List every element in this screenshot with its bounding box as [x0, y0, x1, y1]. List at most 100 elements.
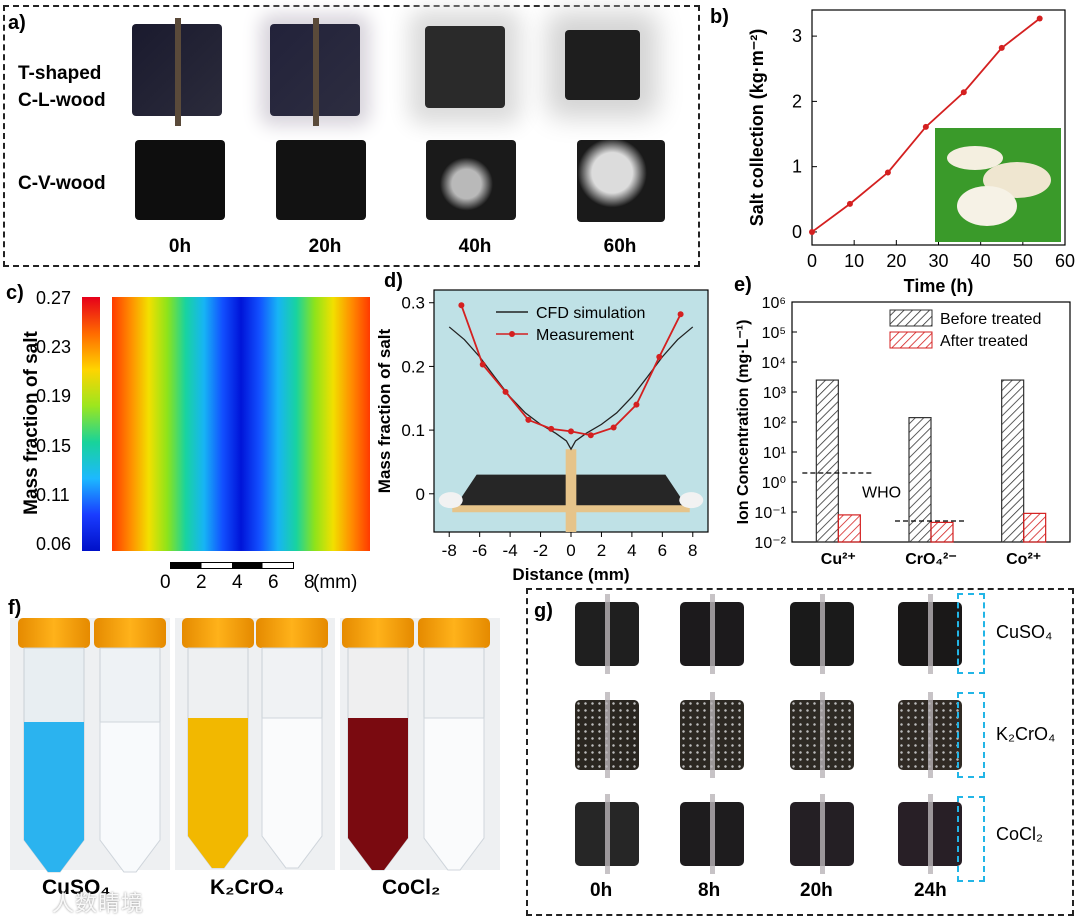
row1-line1: T-shaped: [18, 63, 102, 84]
colorbar-tick: 0.11: [36, 484, 70, 505]
x-tick-label-b: 10: [844, 251, 864, 271]
sample-a-r2-60h: [577, 140, 665, 222]
data-point-b: [998, 44, 1005, 51]
panel-a-time-60h: 60h: [603, 236, 637, 257]
y-tick-label-d: 0: [416, 485, 425, 504]
legend-label-d: CFD simulation: [536, 305, 645, 322]
y-tick-label-e: 10⁵: [762, 325, 786, 342]
data-point-d: [548, 425, 555, 432]
data-point-d: [525, 416, 532, 423]
panel-a-time-20h: 20h: [308, 236, 342, 257]
x-axis-label-b: Time (h): [904, 276, 974, 296]
panel-a-time-40h: 40h: [458, 236, 492, 257]
rod-a-20h: [313, 18, 319, 126]
category-label-e: CrO₄²⁻: [905, 551, 957, 568]
y-tick-label-e: 10⁻¹: [754, 505, 786, 522]
g-time-24h: 24h: [914, 880, 947, 901]
colorbar-tick: 0.06: [36, 534, 72, 554]
data-point-b: [809, 228, 815, 235]
tube-cuso4-after: [94, 618, 166, 873]
y-tick-label-d: 0.3: [401, 294, 425, 313]
colorbar: [82, 297, 100, 551]
salt-deposit-right: [679, 492, 704, 509]
g-sample-rod: [710, 794, 715, 874]
x-tick-label-d: -8: [442, 541, 457, 560]
data-point-d: [479, 361, 486, 368]
x-tick-label-d: 6: [658, 541, 667, 560]
data-point-b: [846, 200, 853, 207]
data-point-d: [633, 401, 640, 408]
data-point-d: [458, 302, 465, 309]
scale-tick: 0: [160, 572, 171, 593]
x-tick-label-d: -2: [533, 541, 548, 560]
tube-label-cocl2: CoCl₂: [382, 876, 441, 899]
watermark: 人数睛境: [52, 891, 145, 916]
panel-a-row1-label: T-shaped C-L-wood: [18, 60, 106, 114]
y-axis-label-b: Salt collection (kg·m⁻²): [747, 29, 767, 227]
panel-a-label: a): [8, 12, 26, 34]
g-row-label-k2cro4: K₂CrO₄: [996, 724, 1056, 744]
x-tick-label-d: 2: [597, 541, 606, 560]
tube-cuso4-before: [18, 618, 90, 873]
panel-a-time-0h: 0h: [168, 236, 192, 257]
x-tick-label-b: 30: [928, 251, 948, 271]
g-sample-rod: [605, 594, 610, 674]
panel-g-frame: [526, 588, 1074, 916]
x-tick-label-d: -6: [472, 541, 487, 560]
g-time-0h: 0h: [590, 880, 613, 901]
legend-swatch-e: [889, 309, 933, 327]
rod-a-0h: [175, 18, 181, 126]
category-label-e: Cu²⁺: [821, 551, 856, 568]
category-label-e: Co²⁺: [1006, 551, 1041, 568]
bar-e: [1001, 379, 1025, 543]
panel-e-label: e): [734, 274, 752, 296]
g-sample-rod: [710, 594, 715, 674]
bar-e: [837, 514, 861, 543]
g-time-8h: 8h: [698, 880, 721, 901]
y-tick-label-e: 10⁰: [762, 475, 786, 492]
x-tick-label-d: 0: [566, 541, 575, 560]
legend-label-d: Measurement: [536, 327, 634, 344]
chart-b: 0 10 20 30 40 50 60 0 1 2 3 Time (h) Salt collection…: [747, 9, 1075, 296]
tube-k2cro4-after: [256, 618, 328, 869]
g-sample-rod: [928, 794, 933, 874]
bar-e: [815, 379, 839, 543]
chart-e: 10⁻² 10⁻¹ 10⁰ 10¹ 10² 10³ 10⁴ 10⁵ 10⁶ Ion Concent…: [735, 295, 1071, 568]
scale-bar: [170, 562, 294, 569]
tube-photos: [18, 618, 490, 873]
g-sample-rod: [928, 692, 933, 778]
tube-cocl2-before: [342, 618, 414, 871]
data-point-b: [922, 123, 929, 130]
g-sample-rod: [820, 594, 825, 674]
tube-cocl2-after: [418, 618, 490, 871]
y-axis-label-d: Mass fraction of salt: [378, 328, 394, 493]
data-point-b: [884, 169, 891, 176]
tube-label-cuso4: CuSO₄: [42, 876, 111, 899]
scale-unit: (mm): [313, 572, 358, 593]
x-tick-label-d: 4: [627, 541, 636, 560]
colorbar-tick: 0.27: [36, 288, 72, 308]
panel-g-label: g): [534, 600, 553, 622]
x-tick-label-b: 60: [1055, 251, 1075, 271]
g-sample-rod: [928, 594, 933, 674]
x-tick-label-b: 40: [971, 251, 991, 271]
g-sample-rod: [820, 692, 825, 778]
y-tick-label-d: 0.1: [401, 421, 425, 440]
simulation-map: [112, 297, 370, 551]
salt-deposit-left: [438, 492, 463, 509]
scale-tick: 6: [268, 572, 279, 593]
legend-label-e: After treated: [940, 333, 1028, 350]
x-tick-label-b: 20: [886, 251, 906, 271]
g-sample-rod: [605, 692, 610, 778]
x-tick-label-b: 50: [1013, 251, 1033, 271]
y-tick-label-e: 10⁻²: [754, 535, 786, 552]
legend-marker-d: [509, 331, 515, 337]
bar-e: [930, 521, 954, 543]
g-sample-rod: [710, 692, 715, 778]
sample-a-r1-60h: [565, 30, 640, 100]
highlight-box-2: [957, 692, 985, 778]
x-tick-label-d: 8: [688, 541, 697, 560]
panel-d-label: d): [384, 270, 403, 292]
sample-a-r2-20h: [276, 140, 366, 220]
y-tick-label-e: 10²: [763, 415, 787, 432]
